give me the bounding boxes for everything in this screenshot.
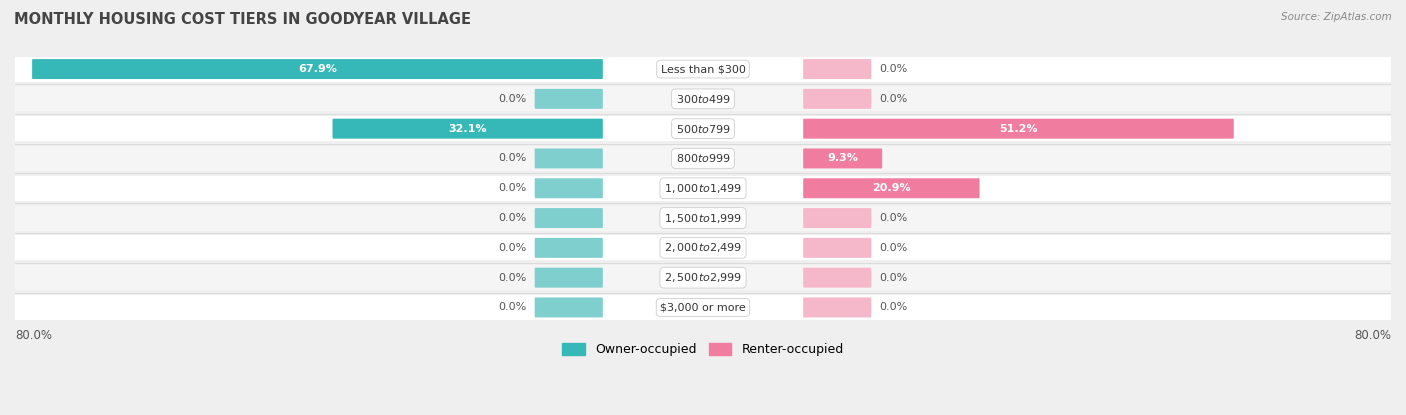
Text: 0.0%: 0.0% — [499, 213, 527, 223]
Text: 0.0%: 0.0% — [879, 303, 907, 312]
Text: Source: ZipAtlas.com: Source: ZipAtlas.com — [1281, 12, 1392, 22]
FancyBboxPatch shape — [534, 149, 603, 168]
FancyBboxPatch shape — [803, 238, 872, 258]
Text: 0.0%: 0.0% — [879, 213, 907, 223]
Text: MONTHLY HOUSING COST TIERS IN GOODYEAR VILLAGE: MONTHLY HOUSING COST TIERS IN GOODYEAR V… — [14, 12, 471, 27]
Text: 0.0%: 0.0% — [879, 273, 907, 283]
Text: 32.1%: 32.1% — [449, 124, 486, 134]
Text: $2,500 to $2,999: $2,500 to $2,999 — [664, 271, 742, 284]
FancyBboxPatch shape — [534, 268, 603, 288]
Text: 0.0%: 0.0% — [499, 154, 527, 164]
Bar — [15, 56, 1391, 82]
Bar — [15, 235, 1391, 260]
Bar — [15, 116, 1391, 141]
Bar — [15, 146, 1391, 171]
FancyBboxPatch shape — [534, 298, 603, 317]
FancyBboxPatch shape — [803, 268, 872, 288]
Bar — [15, 86, 1391, 111]
Text: 0.0%: 0.0% — [499, 94, 527, 104]
FancyBboxPatch shape — [534, 238, 603, 258]
FancyBboxPatch shape — [803, 178, 980, 198]
FancyBboxPatch shape — [332, 119, 603, 139]
FancyBboxPatch shape — [803, 208, 872, 228]
FancyBboxPatch shape — [803, 89, 872, 109]
Legend: Owner-occupied, Renter-occupied: Owner-occupied, Renter-occupied — [557, 338, 849, 361]
Text: 20.9%: 20.9% — [872, 183, 911, 193]
Text: 0.0%: 0.0% — [879, 243, 907, 253]
Text: 0.0%: 0.0% — [499, 303, 527, 312]
Bar — [15, 295, 1391, 320]
Text: 9.3%: 9.3% — [827, 154, 858, 164]
Text: $1,000 to $1,499: $1,000 to $1,499 — [664, 182, 742, 195]
Text: 80.0%: 80.0% — [15, 329, 52, 342]
Text: $800 to $999: $800 to $999 — [675, 152, 731, 164]
Text: 51.2%: 51.2% — [1000, 124, 1038, 134]
Text: 0.0%: 0.0% — [499, 273, 527, 283]
FancyBboxPatch shape — [32, 59, 603, 79]
Text: 0.0%: 0.0% — [499, 243, 527, 253]
Text: $1,500 to $1,999: $1,500 to $1,999 — [664, 212, 742, 225]
FancyBboxPatch shape — [534, 89, 603, 109]
FancyBboxPatch shape — [803, 298, 872, 317]
Text: 0.0%: 0.0% — [879, 64, 907, 74]
FancyBboxPatch shape — [534, 208, 603, 228]
Bar — [15, 205, 1391, 231]
Text: $2,000 to $2,499: $2,000 to $2,499 — [664, 242, 742, 254]
Text: 0.0%: 0.0% — [879, 94, 907, 104]
Text: $300 to $499: $300 to $499 — [675, 93, 731, 105]
FancyBboxPatch shape — [803, 119, 1234, 139]
Text: 80.0%: 80.0% — [1354, 329, 1391, 342]
Text: 67.9%: 67.9% — [298, 64, 337, 74]
FancyBboxPatch shape — [534, 178, 603, 198]
Bar — [15, 176, 1391, 201]
Text: Less than $300: Less than $300 — [661, 64, 745, 74]
FancyBboxPatch shape — [803, 59, 872, 79]
Text: $500 to $799: $500 to $799 — [675, 123, 731, 134]
Text: $3,000 or more: $3,000 or more — [661, 303, 745, 312]
Bar — [15, 265, 1391, 290]
FancyBboxPatch shape — [803, 149, 882, 168]
Text: 0.0%: 0.0% — [499, 183, 527, 193]
